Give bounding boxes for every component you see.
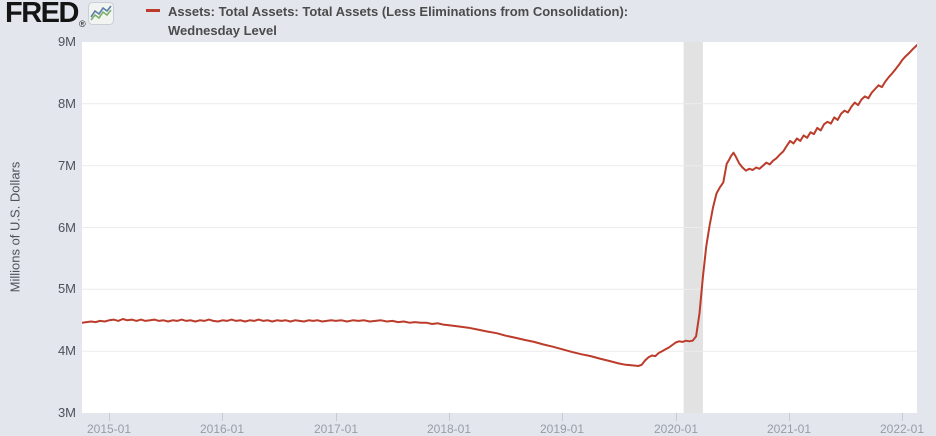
x-tick-mark	[109, 413, 110, 421]
legend-series-title: Assets: Total Assets: Total Assets (Less…	[168, 2, 628, 40]
legend-series-title-line2: Wednesday Level	[168, 23, 277, 38]
plot-area[interactable]	[82, 42, 917, 413]
fred-logo-text: FRED	[5, 0, 79, 29]
x-tick-mark	[449, 413, 450, 421]
x-tick-label: 2018-01	[426, 422, 472, 436]
y-tick-label: 9M	[57, 34, 76, 49]
y-tick-label: 7M	[57, 157, 76, 173]
legend-line-swatch	[146, 9, 160, 12]
x-tick-label: 2020-01	[653, 422, 699, 436]
x-tick-mark	[789, 413, 790, 421]
x-tick-label: 2015-01	[86, 422, 132, 436]
x-tick-mark	[676, 413, 677, 421]
fred-sparkline-icon	[87, 2, 114, 30]
registered-trademark-symbol: ®	[78, 19, 86, 29]
y-tick-label: 6M	[57, 219, 76, 235]
x-tick-mark	[902, 413, 903, 421]
fred-logo[interactable]: FRED ®	[5, 0, 114, 30]
chart-svg	[82, 42, 917, 413]
x-tick-mark	[222, 413, 223, 421]
data-line	[82, 44, 917, 367]
legend-series-title-line1: Assets: Total Assets: Total Assets (Less…	[168, 4, 629, 19]
x-tick-mark	[336, 413, 337, 421]
y-tick-label: 5M	[57, 281, 76, 297]
y-tick-label: 8M	[57, 95, 76, 111]
x-tick-label: 2022-01	[879, 422, 925, 436]
x-tick-label: 2019-01	[539, 422, 585, 436]
x-tick-label: 2016-01	[199, 422, 245, 436]
x-tick-label: 2017-01	[313, 422, 359, 436]
legend: Assets: Total Assets: Total Assets (Less…	[146, 2, 628, 40]
x-tick-label: 2021-01	[766, 422, 812, 436]
y-tick-label: 3M	[57, 405, 76, 420]
x-tick-mark	[562, 413, 563, 421]
y-tick-label: 4M	[57, 343, 76, 359]
